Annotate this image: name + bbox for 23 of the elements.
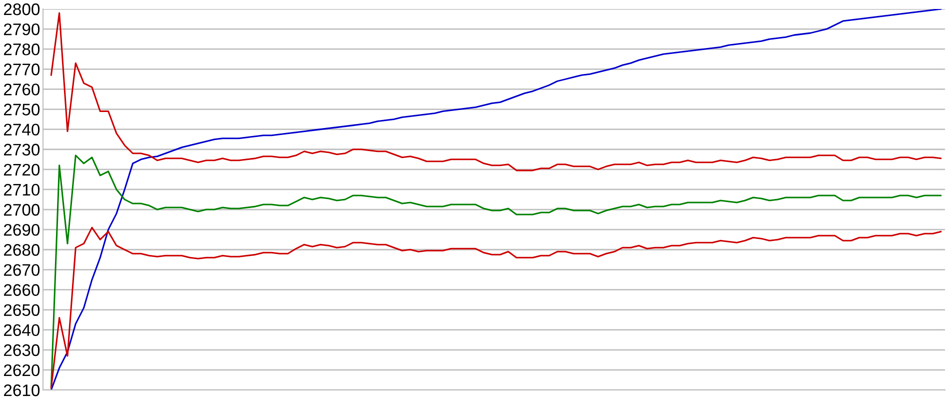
line-series xyxy=(50,9,942,390)
y-tick-label: 2630 xyxy=(4,344,40,356)
y-tick-label: 2700 xyxy=(4,204,40,216)
line-series xyxy=(50,12,942,172)
y-tick-label: 2750 xyxy=(4,104,40,116)
y-tick-label: 2790 xyxy=(4,23,40,36)
y-tick-label: 2740 xyxy=(4,124,40,136)
y-tick-label: 2760 xyxy=(4,84,40,96)
y-tick-label: 2710 xyxy=(4,184,40,196)
line-series xyxy=(50,226,942,389)
y-tick-label: 2800 xyxy=(4,3,40,16)
y-tick-label: 2610 xyxy=(4,384,40,396)
y-tick-label: 2660 xyxy=(4,284,40,296)
y-tick-label: 2770 xyxy=(4,64,40,76)
y-tick-label: 2640 xyxy=(4,324,40,336)
y-tick-label: 2780 xyxy=(4,44,40,56)
y-tick-label: 2680 xyxy=(4,244,40,256)
y-tick-label: 2620 xyxy=(4,364,40,376)
y-tick-label: 2670 xyxy=(4,264,40,276)
y-tick-label: 2690 xyxy=(4,224,40,236)
y-tick-label: 2730 xyxy=(4,144,40,156)
y-tick-label: 2720 xyxy=(4,164,40,176)
y-tick-label: 2650 xyxy=(4,304,40,316)
